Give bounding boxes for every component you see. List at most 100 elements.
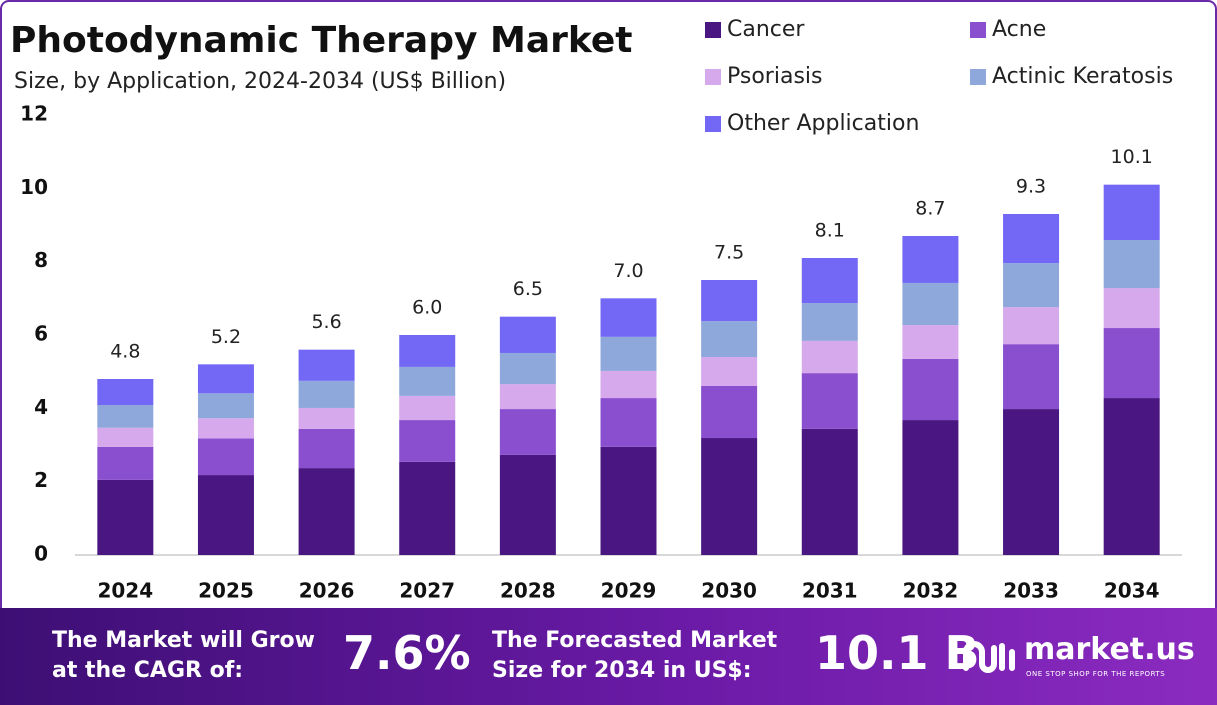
bar-segment [801,340,858,374]
bar-segment [600,446,657,555]
x-tick-label: 2031 [802,579,858,603]
bar-segment [97,427,154,447]
bar-segment [197,475,254,555]
legend-swatch [705,116,721,132]
banner: The Market will Grow at the CAGR of: 7.6… [0,608,1217,705]
bar-segment [1003,409,1060,555]
total-label: 6.0 [412,297,442,319]
bar-segment [1003,263,1060,308]
bar-segment [701,438,758,555]
bar-segment [701,357,758,386]
x-tick-label: 2026 [299,579,355,603]
bar-segment [197,364,254,394]
bar-segment [97,379,154,406]
bar-segment [600,298,657,337]
bar-segment [197,393,254,419]
bar-segment [600,370,657,399]
y-tick-label: 8 [34,248,48,272]
bar-segment [197,418,254,439]
x-tick-label: 2027 [399,579,455,603]
y-tick-label: 2 [34,468,48,492]
bar-segment [801,258,858,304]
bar-segment [1103,398,1160,555]
chart-subtitle: Size, by Application, 2024-2034 (US$ Bil… [14,69,506,94]
brand: market.us [1024,632,1195,667]
total-label: 5.2 [211,326,241,348]
bar-segment [399,366,456,396]
legend-swatch [970,69,986,85]
bar-segment [902,420,959,555]
bar-segment [499,316,556,353]
y-tick-label: 12 [20,102,48,126]
bar-segment [902,236,959,283]
legend-label: Actinic Keratosis [992,64,1173,89]
x-tick-label: 2024 [97,579,153,603]
bar-segment [97,405,154,428]
total-label: 9.3 [1016,176,1046,198]
bar-segment [298,380,355,408]
x-tick-label: 2029 [601,579,657,603]
y-tick-label: 4 [34,395,48,419]
bar-segment [1103,184,1160,241]
bar-segment [499,454,556,555]
bar-segment [298,428,355,469]
bar-segment [801,373,858,429]
forecast-value: 10.1 B [815,626,980,680]
bar-segment [298,349,355,381]
bar-segment [902,358,959,421]
legend-label: Psoriasis [727,64,822,89]
legend-label: Acne [992,17,1046,42]
bar-segment [1103,240,1160,289]
y-tick-label: 6 [34,322,48,346]
bar-segment [1103,328,1160,399]
legend-swatch [970,22,986,38]
tagline: ONE STOP SHOP FOR THE REPORTS [1026,670,1166,678]
total-label: 4.8 [110,341,140,363]
x-tick-label: 2033 [1003,579,1059,603]
y-tick-label: 0 [34,542,48,566]
x-tick-label: 2030 [701,579,757,603]
legend-swatch [705,69,721,85]
total-label: 6.5 [513,278,543,300]
x-tick-label: 2034 [1104,579,1160,603]
forecast-text-1: The Forecasted Market [492,628,778,653]
bar-segment [499,384,556,410]
legend-swatch [705,22,721,38]
cagr-text-1: The Market will Grow [52,628,315,653]
bar-segment [499,409,556,455]
x-tick-label: 2025 [198,579,254,603]
total-label: 8.1 [815,220,845,242]
forecast-text-2: Size for 2034 in US$: [492,658,752,683]
bar-segment [600,336,657,371]
bar-segment [499,352,556,385]
total-label: 5.6 [311,311,341,333]
chart-title: Photodynamic Therapy Market [10,20,632,61]
bar-segment [1103,288,1160,329]
bar-segment [399,335,456,367]
bar-segment [97,446,154,480]
x-tick-label: 2032 [903,579,959,603]
logo-icon [963,641,1015,673]
bar-segment [298,407,355,429]
total-label: 10.1 [1111,146,1153,168]
bar-segment [600,398,657,447]
bar-segment [1003,344,1060,410]
legend-label: Other Application [727,111,919,136]
bar-segment [902,325,959,359]
bar-segment [902,282,959,326]
cagr-text-2: at the CAGR of: [52,658,244,683]
cagr-value: 7.6% [343,626,471,680]
x-tick-label: 2028 [500,579,556,603]
bar-segment [399,420,456,462]
bar-segment [1003,307,1060,345]
y-tick-label: 10 [20,175,48,199]
bar-segment [701,385,758,439]
bar-segment [801,428,858,555]
bar-segment [399,461,456,555]
bar-segment [97,479,154,555]
bar-segment [801,303,858,341]
total-label: 8.7 [915,198,945,220]
bar-segment [298,468,355,555]
